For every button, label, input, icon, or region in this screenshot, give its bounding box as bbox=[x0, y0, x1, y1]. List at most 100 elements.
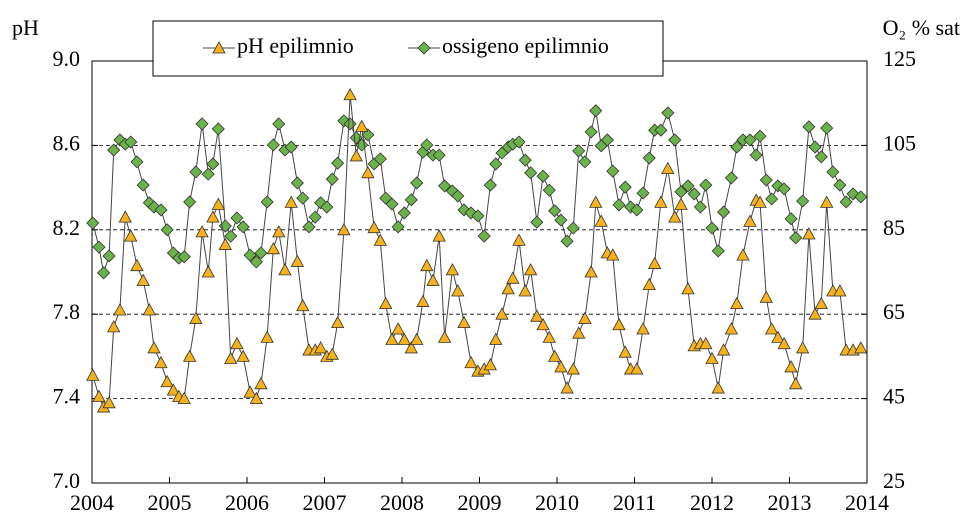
data-point bbox=[802, 227, 816, 240]
data-point bbox=[814, 150, 828, 164]
data-point bbox=[548, 204, 562, 218]
data-point bbox=[284, 195, 298, 208]
data-point bbox=[464, 355, 478, 369]
data-point bbox=[854, 341, 868, 354]
data-point bbox=[584, 125, 598, 139]
data-point bbox=[548, 349, 562, 362]
data-point bbox=[743, 214, 757, 227]
data-point bbox=[92, 240, 106, 254]
data-point bbox=[254, 246, 268, 260]
y2-tick-label: 45 bbox=[883, 384, 905, 409]
data-point bbox=[118, 210, 132, 223]
data-point bbox=[820, 121, 834, 135]
data-point bbox=[530, 309, 544, 322]
data-point bbox=[572, 326, 586, 339]
y2-tick-label: 85 bbox=[883, 215, 905, 240]
y-tick-label: 8.6 bbox=[53, 130, 81, 155]
data-point bbox=[796, 194, 810, 208]
data-point bbox=[654, 195, 668, 208]
x-tick-label: 2011 bbox=[613, 490, 656, 515]
data-point bbox=[224, 229, 238, 243]
data-point bbox=[206, 157, 220, 171]
data-point bbox=[699, 178, 713, 192]
data-point bbox=[249, 391, 263, 404]
data-point bbox=[331, 315, 345, 329]
data-point bbox=[243, 385, 257, 398]
data-point bbox=[224, 351, 238, 364]
data-point bbox=[753, 195, 767, 208]
y-tick-label: 7.4 bbox=[53, 384, 81, 409]
data-point bbox=[765, 322, 779, 335]
data-point bbox=[471, 209, 485, 223]
data-point bbox=[483, 358, 498, 371]
data-point bbox=[420, 138, 434, 152]
data-point bbox=[313, 341, 328, 354]
data-point bbox=[445, 263, 460, 276]
data-point bbox=[147, 341, 161, 354]
data-point bbox=[404, 341, 418, 354]
data-point bbox=[789, 231, 803, 245]
data-point bbox=[489, 157, 503, 171]
data-point bbox=[86, 368, 100, 381]
data-point bbox=[160, 223, 174, 237]
data-point bbox=[296, 191, 310, 205]
data-point bbox=[195, 225, 209, 238]
data-point bbox=[784, 360, 798, 373]
data-point bbox=[211, 197, 225, 210]
data-point bbox=[606, 164, 620, 178]
data-point bbox=[716, 343, 731, 356]
data-point bbox=[177, 391, 191, 404]
data-point bbox=[566, 362, 580, 375]
data-point bbox=[182, 349, 197, 362]
data-point bbox=[107, 320, 121, 333]
data-point bbox=[654, 123, 668, 137]
data-point bbox=[130, 155, 144, 169]
data-point bbox=[724, 322, 739, 335]
data-point bbox=[501, 282, 515, 295]
data-point bbox=[854, 190, 868, 204]
data-point bbox=[612, 198, 626, 212]
data-point bbox=[349, 149, 363, 162]
data-point bbox=[661, 161, 675, 175]
x-tick-label: 2007 bbox=[303, 490, 347, 515]
data-point bbox=[404, 193, 418, 207]
x-tick-label: 2009 bbox=[458, 490, 502, 515]
data-point bbox=[777, 182, 791, 196]
data-point bbox=[302, 220, 316, 234]
data-point bbox=[124, 229, 138, 242]
y2-tick-label: 125 bbox=[883, 46, 916, 71]
data-point bbox=[554, 360, 568, 373]
data-point bbox=[451, 284, 465, 297]
data-point bbox=[130, 258, 144, 272]
data-point bbox=[483, 178, 497, 192]
data-point bbox=[195, 117, 209, 131]
data-point bbox=[554, 213, 568, 227]
y-axis-label: pH bbox=[12, 15, 39, 40]
data-point bbox=[136, 273, 150, 286]
data-point bbox=[668, 210, 682, 223]
data-point bbox=[391, 220, 405, 234]
data-point bbox=[410, 332, 424, 345]
data-point bbox=[416, 294, 430, 307]
data-point bbox=[618, 180, 632, 194]
data-point bbox=[201, 265, 215, 278]
data-point bbox=[759, 173, 773, 187]
data-point bbox=[154, 203, 168, 217]
data-point bbox=[385, 332, 399, 345]
data-point bbox=[705, 351, 719, 364]
data-point bbox=[397, 332, 411, 345]
data-point bbox=[355, 119, 369, 132]
data-point bbox=[437, 330, 452, 343]
data-point bbox=[102, 395, 116, 409]
data-point bbox=[211, 122, 225, 136]
y-tick-label: 7.0 bbox=[53, 468, 81, 493]
data-point bbox=[687, 187, 701, 201]
data-point bbox=[717, 205, 731, 219]
legend-label: pH epilimnio bbox=[237, 33, 354, 58]
data-point bbox=[693, 200, 707, 214]
data-point bbox=[189, 311, 203, 324]
data-point bbox=[839, 195, 853, 209]
data-point bbox=[367, 220, 381, 234]
data-point bbox=[594, 214, 608, 227]
